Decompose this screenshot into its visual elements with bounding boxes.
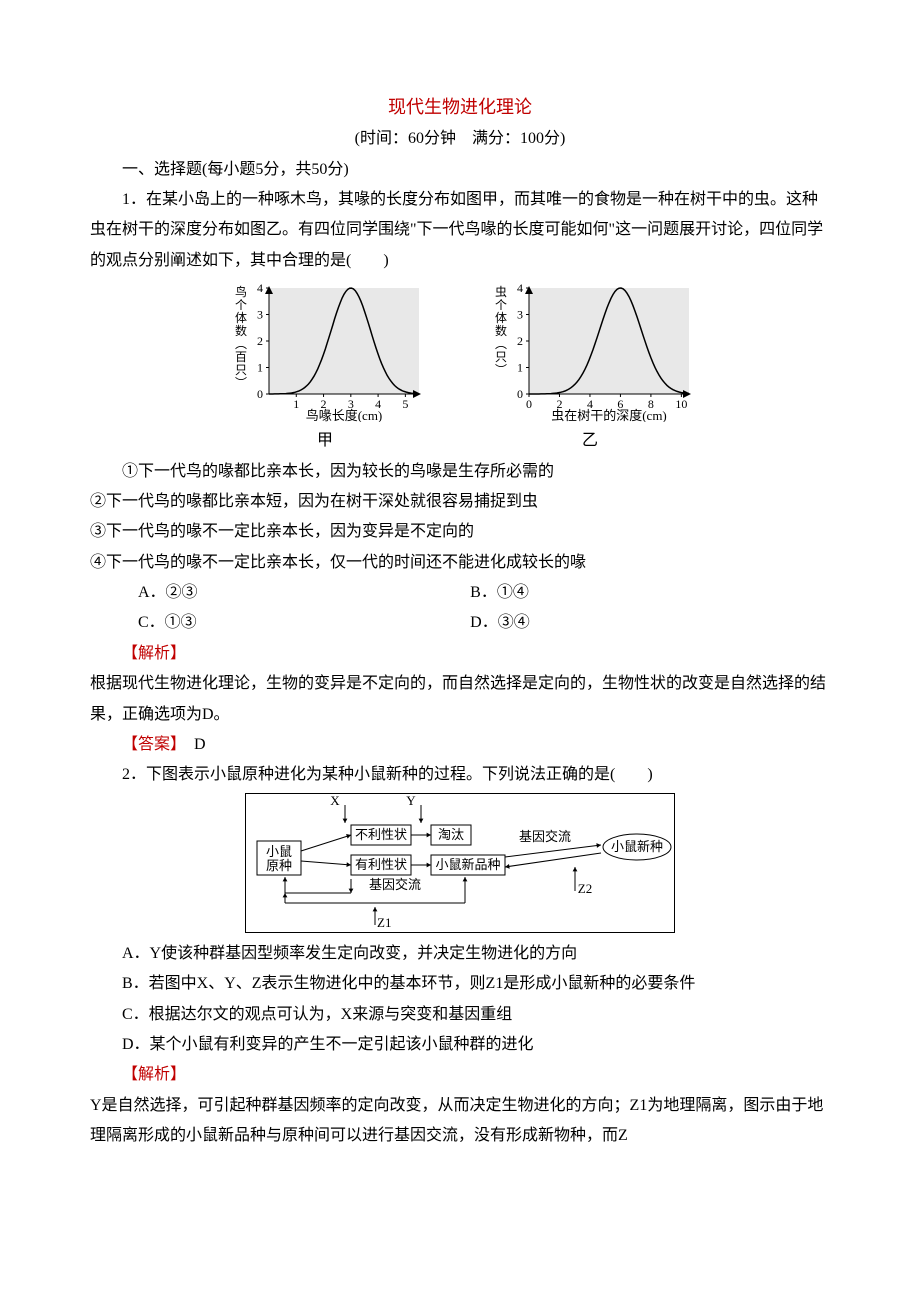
q1-s4: ④下一代鸟的喙不一定比亲本长，仅一代的时间还不能进化成较长的喙 xyxy=(90,548,830,578)
q1-stem: 1．在某小岛上的一种啄木鸟，其喙的长度分布如图甲，而其唯一的食物是一种在树干中的… xyxy=(90,185,830,276)
chart-a: 0123412345鸟喙长度(cm)鸟个体数︵百只︶ xyxy=(225,282,425,422)
svg-text:1: 1 xyxy=(257,361,263,375)
q2-diagram-row: 小鼠原种 不利性状有利性状 淘汰小鼠新品种 小鼠新种 X Y 基因交流 Z2 基因交流 Z1 xyxy=(90,793,830,933)
svg-text:2: 2 xyxy=(257,334,263,348)
q1-answer-row: 【答案】 D xyxy=(90,730,830,760)
svg-text:小鼠: 小鼠 xyxy=(266,844,292,859)
svg-text:0: 0 xyxy=(526,397,532,411)
svg-text:1: 1 xyxy=(517,361,523,375)
svg-text:Z2: Z2 xyxy=(578,881,592,896)
q1-opt-d: D．③④ xyxy=(470,608,802,638)
svg-text:5: 5 xyxy=(402,397,408,411)
q1-jiexi-text: 根据现代生物进化理论，生物的变异是不定向的，而自然选择是定向的，生物性状的改变是… xyxy=(90,669,830,730)
svg-text:体: 体 xyxy=(235,311,247,325)
q2-opt-d: D．某个小鼠有利变异的产生不一定引起该小鼠种群的进化 xyxy=(90,1030,830,1060)
svg-text:1: 1 xyxy=(293,397,299,411)
svg-text:有利性状: 有利性状 xyxy=(355,857,407,872)
svg-text:0: 0 xyxy=(517,387,523,401)
q1-s2: ②下一代鸟的喙都比亲本短，因为在树干深处就很容易捕捉到虫 xyxy=(90,487,830,517)
svg-text:虫在树干的深度(cm): 虫在树干的深度(cm) xyxy=(551,408,667,422)
q1-answer: D xyxy=(194,736,206,753)
q1-s3: ③下一代鸟的喙不一定比亲本长，因为变异是不定向的 xyxy=(90,517,830,547)
svg-text:淘汰: 淘汰 xyxy=(438,827,464,842)
svg-text:3: 3 xyxy=(517,308,523,322)
svg-text:鸟: 鸟 xyxy=(235,284,247,299)
svg-text:原种: 原种 xyxy=(266,858,292,873)
q2-diagram: 小鼠原种 不利性状有利性状 淘汰小鼠新品种 小鼠新种 X Y 基因交流 Z2 基因交流 Z1 xyxy=(245,793,675,933)
svg-text:基因交流: 基因交流 xyxy=(369,877,421,892)
svg-text:︵: ︵ xyxy=(495,337,507,351)
q1-opt-a: A．②③ xyxy=(138,578,470,608)
document-subtitle: (时间：60分钟 满分：100分) xyxy=(90,124,830,154)
svg-text:虫: 虫 xyxy=(495,285,507,299)
svg-text:4: 4 xyxy=(257,282,263,295)
svg-text:︶: ︶ xyxy=(235,376,247,390)
svg-text:数: 数 xyxy=(235,323,247,338)
svg-text:4: 4 xyxy=(517,282,523,295)
svg-text:不利性状: 不利性状 xyxy=(355,827,407,842)
svg-text:X: X xyxy=(330,793,340,808)
q2-jiexi-label: 【解析】 xyxy=(90,1060,830,1090)
svg-text:︶: ︶ xyxy=(495,363,507,377)
chart-b-wrap: 012340246810虫在树干的深度(cm)虫个体数︵只︶ 乙 xyxy=(485,282,695,456)
svg-text:︵: ︵ xyxy=(235,337,247,351)
chart-b-caption: 乙 xyxy=(582,426,598,456)
q1-s1: ①下一代鸟的喙都比亲本长，因为较长的鸟喙是生存所必需的 xyxy=(90,457,830,487)
q1-opt-b: B．①④ xyxy=(470,578,802,608)
svg-text:0: 0 xyxy=(257,387,263,401)
q2-opt-b: B．若图中X、Y、Z表示生物进化中的基本环节，则Z1是形成小鼠新种的必要条件 xyxy=(90,969,830,999)
svg-text:只: 只 xyxy=(235,363,247,377)
chart-b: 012340246810虫在树干的深度(cm)虫个体数︵只︶ xyxy=(485,282,695,422)
q2-jiexi-text: Y是自然选择，可引起种群基因频率的定向改变，从而决定生物进化的方向；Z1为地理隔… xyxy=(90,1091,830,1152)
q2-opt-c: C．根据达尔文的观点可认为，X来源与突变和基因重组 xyxy=(90,1000,830,1030)
section-heading: 一、选择题(每小题5分，共50分) xyxy=(90,155,830,185)
svg-text:体: 体 xyxy=(495,311,507,325)
q1-opt-c: C．①③ xyxy=(138,608,470,638)
q2-opt-a: A．Y使该种群基因型频率发生定向改变，并决定生物进化的方向 xyxy=(90,939,830,969)
svg-text:基因交流: 基因交流 xyxy=(519,829,571,844)
svg-text:2: 2 xyxy=(517,334,523,348)
page: 现代生物进化理论 (时间：60分钟 满分：100分) 一、选择题(每小题5分，共… xyxy=(0,0,920,1302)
document-title: 现代生物进化理论 xyxy=(90,90,830,124)
q2-stem: 2．下图表示小鼠原种进化为某种小鼠新种的过程。下列说法正确的是( ) xyxy=(90,760,830,790)
q1-answer-label: 【答案】 xyxy=(122,736,178,753)
chart-a-wrap: 0123412345鸟喙长度(cm)鸟个体数︵百只︶ 甲 xyxy=(225,282,425,456)
svg-text:Z1: Z1 xyxy=(377,915,391,930)
svg-text:百: 百 xyxy=(235,350,247,364)
svg-text:鸟喙长度(cm): 鸟喙长度(cm) xyxy=(306,408,383,422)
q1-charts: 0123412345鸟喙长度(cm)鸟个体数︵百只︶ 甲 01234024681… xyxy=(90,282,830,456)
svg-text:个: 个 xyxy=(235,298,247,312)
svg-text:小鼠新品种: 小鼠新品种 xyxy=(435,857,500,872)
svg-text:3: 3 xyxy=(257,308,263,322)
svg-text:个: 个 xyxy=(495,298,507,312)
q1-jiexi-label: 【解析】 xyxy=(90,639,830,669)
chart-a-caption: 甲 xyxy=(317,426,333,456)
svg-text:Y: Y xyxy=(406,793,416,808)
svg-text:数: 数 xyxy=(495,323,507,338)
q1-options: A．②③ B．①④ C．①③ D．③④ xyxy=(138,578,830,639)
svg-text:只: 只 xyxy=(495,350,507,364)
svg-text:10: 10 xyxy=(675,397,687,411)
svg-text:小鼠新种: 小鼠新种 xyxy=(611,839,663,854)
